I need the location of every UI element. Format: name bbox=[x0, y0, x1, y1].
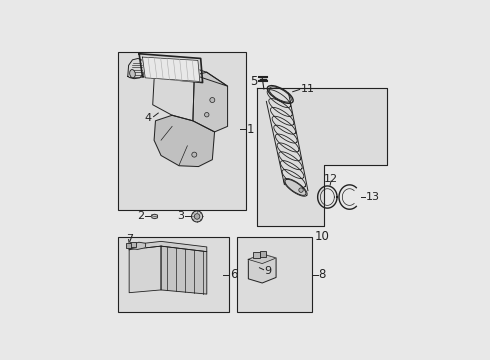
Polygon shape bbox=[173, 61, 227, 86]
Bar bbox=[118, 237, 229, 312]
Polygon shape bbox=[154, 115, 215, 167]
Text: 7: 7 bbox=[126, 234, 133, 244]
Polygon shape bbox=[193, 72, 227, 132]
Text: 11: 11 bbox=[301, 84, 315, 94]
Circle shape bbox=[204, 112, 209, 117]
Text: 2: 2 bbox=[137, 211, 145, 221]
Text: 8: 8 bbox=[318, 268, 325, 281]
Circle shape bbox=[299, 188, 303, 192]
Text: 9: 9 bbox=[265, 266, 271, 275]
Ellipse shape bbox=[285, 179, 306, 195]
Bar bbox=[126, 243, 131, 248]
Ellipse shape bbox=[130, 69, 135, 78]
Text: 13: 13 bbox=[366, 192, 380, 202]
Circle shape bbox=[195, 214, 200, 219]
Bar bbox=[118, 51, 245, 210]
Text: 4: 4 bbox=[144, 113, 151, 123]
Bar bbox=[130, 242, 136, 247]
Text: 3: 3 bbox=[177, 211, 185, 221]
Text: 5: 5 bbox=[250, 75, 257, 88]
Circle shape bbox=[192, 211, 203, 222]
Polygon shape bbox=[153, 61, 195, 121]
Polygon shape bbox=[128, 58, 145, 79]
Circle shape bbox=[210, 98, 215, 103]
Polygon shape bbox=[129, 242, 207, 252]
Polygon shape bbox=[152, 214, 157, 219]
Polygon shape bbox=[139, 54, 203, 82]
Polygon shape bbox=[257, 87, 387, 226]
Text: 10: 10 bbox=[315, 230, 329, 243]
Polygon shape bbox=[130, 242, 146, 249]
Circle shape bbox=[192, 152, 197, 157]
Text: 12: 12 bbox=[324, 174, 338, 184]
Bar bbox=[253, 252, 260, 258]
Polygon shape bbox=[143, 57, 200, 81]
Polygon shape bbox=[161, 246, 207, 294]
Polygon shape bbox=[129, 246, 161, 293]
Bar bbox=[260, 251, 266, 257]
Text: 6: 6 bbox=[230, 268, 237, 281]
Polygon shape bbox=[248, 254, 276, 283]
Text: 1: 1 bbox=[246, 123, 254, 136]
Bar bbox=[237, 237, 312, 312]
Polygon shape bbox=[248, 254, 276, 264]
